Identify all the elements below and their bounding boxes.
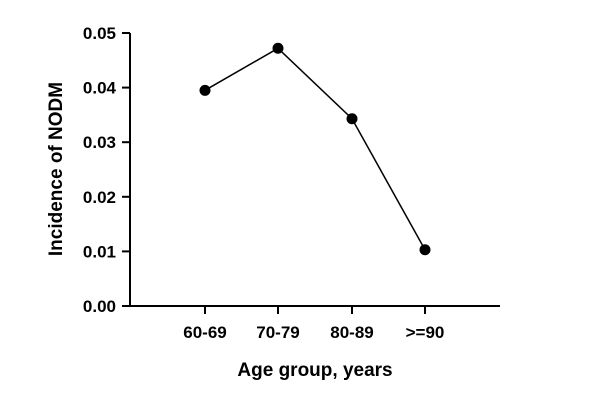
x-tick-label: 80-89 [330, 323, 373, 342]
data-point-90 [419, 244, 431, 256]
x-ticks: 60-69 70-79 80-89 >=90 [183, 306, 444, 342]
x-tick-label: 70-79 [256, 323, 299, 342]
series-group [199, 42, 431, 256]
y-tick-label: 0.02 [83, 188, 116, 207]
x-tick-label: >=90 [406, 323, 445, 342]
series-line [204, 47, 426, 251]
x-tick-label: 60-69 [183, 323, 226, 342]
y-tick-label: 0.01 [83, 242, 116, 261]
y-tick-label: 0.00 [83, 297, 116, 316]
y-tick-label: 0.05 [83, 24, 116, 43]
y-tick-label: 0.03 [83, 133, 116, 152]
data-point-7079 [272, 42, 284, 54]
y-tick-label: 0.04 [83, 79, 117, 98]
data-point-6069 [199, 84, 211, 96]
data-point-8089 [346, 113, 358, 125]
x-axis-title: Age group, years [237, 360, 392, 381]
y-axis-title: Incidence of NODM [46, 82, 67, 256]
y-ticks: 0.00 0.01 0.02 0.03 0.04 0.05 [83, 24, 130, 316]
